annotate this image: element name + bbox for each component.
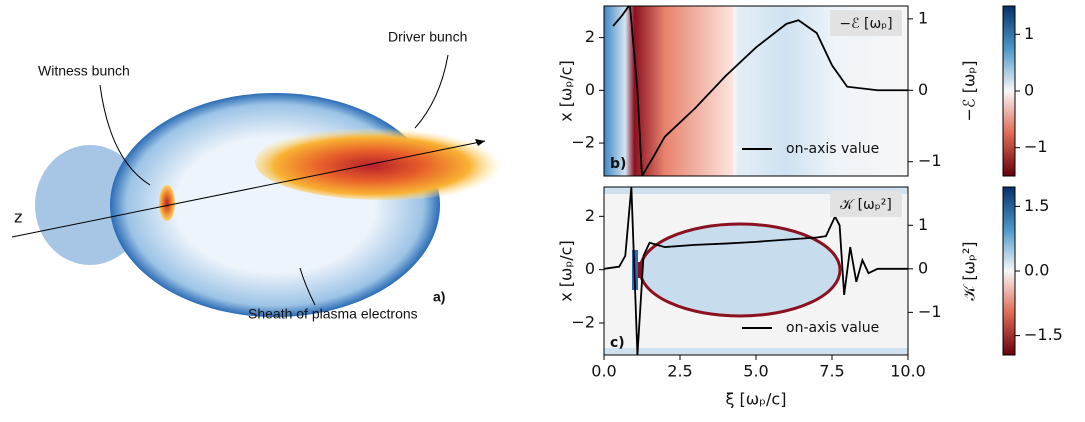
y2-tick-label: 1 bbox=[918, 215, 928, 234]
title: −ℰ [ωₚ] bbox=[839, 16, 892, 32]
y-tick-label: 0 bbox=[585, 80, 595, 99]
x-tick-label: 0.0 bbox=[591, 362, 616, 381]
witness-bunch bbox=[159, 185, 175, 221]
legend-label: on-axis value bbox=[786, 320, 879, 336]
annotation: Witness bunch bbox=[38, 63, 130, 79]
colorbar-tick-label: 0 bbox=[1024, 81, 1034, 100]
panel-label: c) bbox=[610, 335, 625, 351]
panel-label: b) bbox=[610, 156, 626, 172]
pointer bbox=[415, 55, 448, 128]
x-axis-label: ξ [ωₚ/c] bbox=[726, 390, 787, 409]
title: 𝒦 [ωₚ²] bbox=[840, 197, 892, 213]
x-tick-label: 2.5 bbox=[667, 362, 692, 381]
y-tick-label: 0 bbox=[585, 259, 595, 278]
y2-tick-label: 0 bbox=[918, 80, 928, 99]
colorbar bbox=[1003, 187, 1015, 355]
x-tick-label: 10.0 bbox=[890, 362, 926, 381]
y2-tick-label: −1 bbox=[918, 302, 942, 321]
annotation: Driver bunch bbox=[388, 29, 467, 45]
driver-bunch bbox=[255, 124, 515, 200]
colorbar bbox=[1003, 6, 1015, 176]
y-tick-label: 2 bbox=[585, 206, 595, 225]
colorbar-label: −ℰ [ωₚ] bbox=[960, 61, 979, 122]
legend-label: on-axis value bbox=[786, 141, 879, 157]
colorbar-tick-label: −1 bbox=[1024, 137, 1048, 156]
y-axis-label: x [ωₚ/c] bbox=[557, 60, 576, 121]
colorbar-tick-label: 0.0 bbox=[1024, 261, 1049, 280]
x-tick-label: 5.0 bbox=[743, 362, 768, 381]
figure: Witness bunch Driver bunch Sheath of pla… bbox=[0, 0, 1085, 418]
colorbar-tick-label: 1.5 bbox=[1024, 196, 1049, 215]
colorbar-label: 𝒦 [ωₚ²] bbox=[960, 241, 979, 300]
panel-label: a) bbox=[433, 289, 445, 305]
colorbar-tick-label: 1 bbox=[1024, 24, 1034, 43]
y-tick-label: −2 bbox=[571, 133, 595, 152]
y2-tick-label: 1 bbox=[918, 8, 928, 27]
y-tick-label: 2 bbox=[585, 27, 595, 46]
axis-label: z bbox=[14, 208, 22, 227]
y-tick-label: −2 bbox=[571, 313, 595, 332]
y-axis-label: x [ωₚ/c] bbox=[557, 240, 576, 301]
annotation: Sheath of plasma electrons bbox=[248, 306, 418, 322]
y2-tick-label: −1 bbox=[918, 151, 942, 170]
colorbar-tick-label: −1.5 bbox=[1024, 325, 1063, 344]
x-tick-label: 7.5 bbox=[819, 362, 844, 381]
y2-tick-label: 0 bbox=[918, 258, 928, 277]
